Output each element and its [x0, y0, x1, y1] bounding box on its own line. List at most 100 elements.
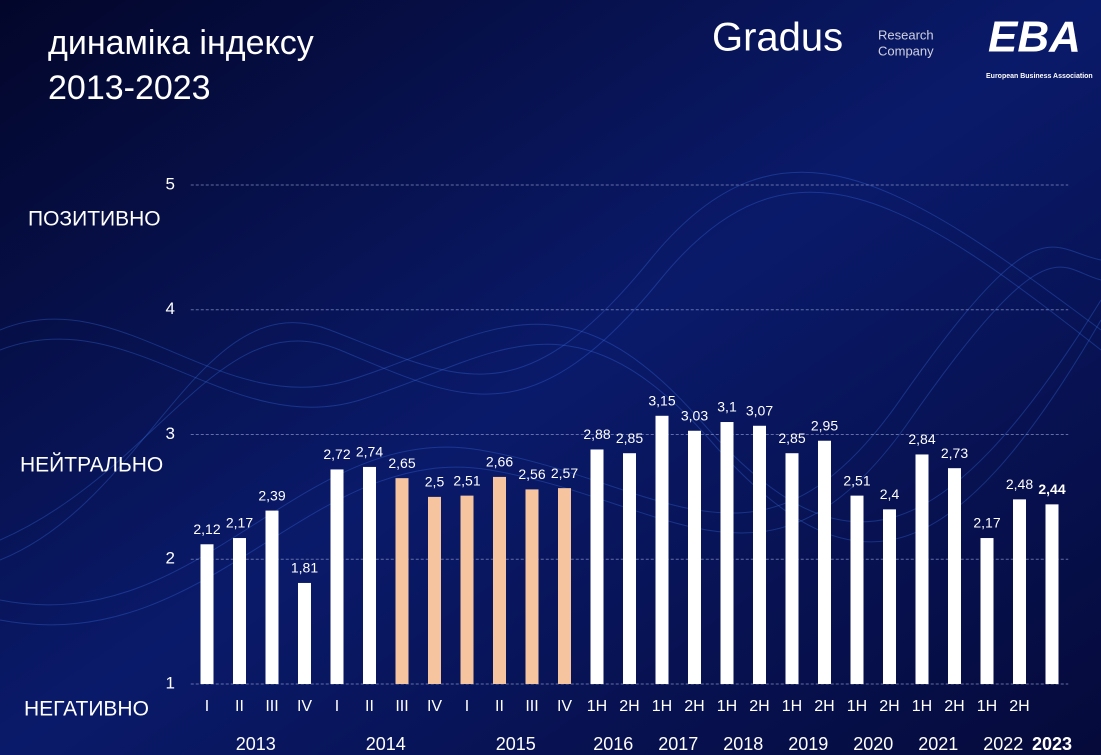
- value-label: 2,66: [486, 454, 513, 470]
- value-label: 2,12: [193, 521, 220, 537]
- bar: [493, 476, 506, 684]
- x-tick-label: III: [525, 698, 538, 715]
- bar: [753, 425, 766, 684]
- x-tick-label: 2H: [619, 698, 639, 715]
- x-tick-label: 1H: [782, 698, 802, 715]
- brand-sub: Research: [878, 27, 934, 42]
- bar: [980, 538, 994, 684]
- value-label: 1,81: [291, 560, 318, 576]
- bar: [818, 440, 831, 684]
- year-label: 2016: [593, 734, 633, 754]
- x-tick-label: IV: [297, 698, 312, 715]
- x-tick-label: 1H: [587, 698, 607, 715]
- year-label: 2015: [496, 734, 536, 754]
- bar: [460, 495, 474, 684]
- bar: [395, 478, 409, 684]
- scale-label: НЕГАТИВНО: [24, 698, 149, 721]
- value-label: 2,65: [388, 455, 415, 471]
- chart-title: динаміка індексу: [48, 24, 314, 62]
- scale-label: ПОЗИТИВНО: [28, 208, 161, 231]
- bar: [428, 496, 441, 684]
- value-label: 2,5: [425, 474, 445, 490]
- bar: [655, 415, 669, 684]
- value-label: 2,4: [880, 486, 900, 502]
- value-label: 2,44: [1038, 481, 1065, 497]
- bar: [883, 509, 896, 684]
- y-tick-label: 3: [166, 424, 175, 443]
- x-tick-label: 1H: [717, 698, 737, 715]
- x-tick-label: 2H: [879, 698, 899, 715]
- value-label: 3,1: [717, 399, 737, 415]
- x-tick-label: IV: [427, 698, 442, 715]
- bar: [558, 488, 571, 684]
- bar: [1013, 499, 1026, 684]
- x-tick-label: 1H: [847, 698, 867, 715]
- year-label: 2019: [788, 734, 828, 754]
- y-tick-label: 4: [166, 299, 175, 318]
- bar: [525, 489, 539, 684]
- bar: [265, 510, 279, 684]
- value-label: 2,88: [583, 426, 610, 442]
- value-label: 2,51: [843, 472, 870, 488]
- x-tick-label: 2H: [749, 698, 769, 715]
- bar: [233, 538, 246, 684]
- value-label: 2,57: [551, 465, 578, 481]
- y-tick-label: 1: [166, 673, 175, 692]
- value-label: 3,15: [648, 392, 675, 408]
- year-label: 2023: [1032, 734, 1072, 754]
- value-label: 2,17: [973, 515, 1000, 531]
- x-tick-label: 1H: [652, 698, 672, 715]
- x-tick-label: I: [335, 698, 339, 715]
- value-label: 3,07: [746, 402, 773, 418]
- value-label: 2,85: [616, 430, 643, 446]
- y-tick-label: 5: [166, 174, 175, 193]
- x-tick-label: IV: [557, 698, 572, 715]
- bar: [363, 466, 376, 684]
- x-tick-label: 1H: [977, 698, 997, 715]
- x-tick-label: II: [495, 698, 504, 715]
- value-label: 2,48: [1006, 476, 1033, 492]
- bar: [850, 495, 864, 684]
- brand-logo: Gradus: [712, 16, 843, 60]
- value-label: 2,39: [258, 487, 285, 503]
- year-label: 2017: [658, 734, 698, 754]
- year-label: 2021: [918, 734, 958, 754]
- bar: [720, 422, 734, 684]
- x-tick-label: III: [395, 698, 408, 715]
- x-tick-label: 2H: [944, 698, 964, 715]
- bar: [1045, 504, 1059, 684]
- bar: [785, 453, 799, 684]
- x-tick-label: 2H: [1009, 698, 1029, 715]
- value-label: 3,03: [681, 407, 708, 423]
- x-tick-label: II: [365, 698, 374, 715]
- value-label: 2,17: [226, 515, 253, 531]
- bar: [948, 468, 961, 684]
- bar: [330, 469, 344, 684]
- y-tick-label: 2: [166, 549, 175, 568]
- partner-logo: EBA: [988, 13, 1081, 62]
- value-label: 2,84: [908, 431, 935, 447]
- x-tick-label: 2H: [814, 698, 834, 715]
- x-tick-label: III: [265, 698, 278, 715]
- value-label: 2,73: [941, 445, 968, 461]
- x-tick-label: 1H: [912, 698, 932, 715]
- year-label: 2022: [983, 734, 1023, 754]
- year-label: 2013: [236, 734, 276, 754]
- bar: [590, 449, 604, 684]
- value-label: 2,51: [453, 472, 480, 488]
- chart-title: 2013-2023: [48, 69, 211, 107]
- value-label: 2,74: [356, 444, 383, 460]
- x-tick-label: I: [205, 698, 209, 715]
- bar: [915, 454, 929, 684]
- year-label: 2020: [853, 734, 893, 754]
- value-label: 2,85: [778, 430, 805, 446]
- year-label: 2018: [723, 734, 763, 754]
- bar: [688, 430, 701, 684]
- bar: [623, 453, 636, 684]
- value-label: 2,95: [811, 417, 838, 433]
- brand-sub: Company: [878, 43, 934, 58]
- x-tick-label: 2H: [684, 698, 704, 715]
- scale-label: НЕЙТРАЛЬНО: [20, 453, 163, 477]
